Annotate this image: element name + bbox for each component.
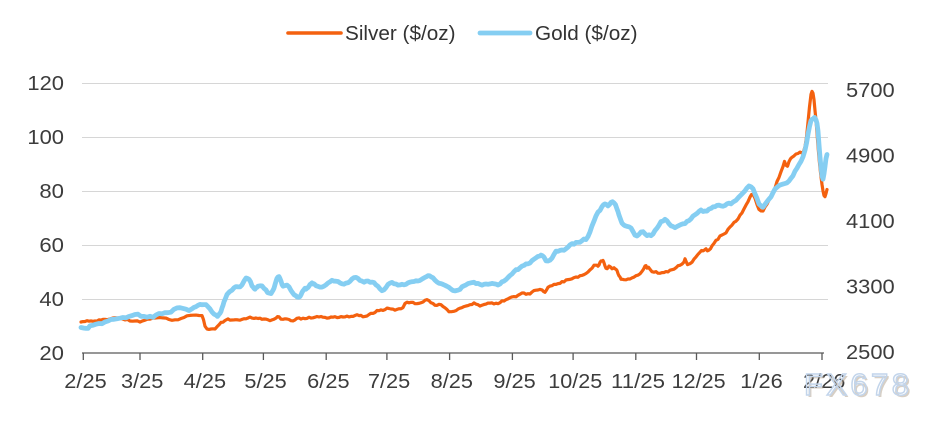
svg-text:120: 120: [27, 73, 64, 95]
svg-text:4100: 4100: [846, 211, 895, 233]
svg-text:5700: 5700: [846, 80, 895, 102]
svg-text:12/25: 12/25: [672, 371, 726, 393]
svg-text:2/26: 2/26: [803, 371, 845, 393]
svg-text:60: 60: [39, 235, 64, 257]
svg-text:3300: 3300: [846, 276, 895, 298]
svg-text:FX678: FX678: [806, 369, 914, 404]
svg-text:7/25: 7/25: [368, 371, 410, 393]
svg-text:Silver ($/oz): Silver ($/oz): [345, 23, 456, 45]
svg-text:40: 40: [39, 289, 64, 311]
svg-text:4/25: 4/25: [184, 371, 226, 393]
svg-text:2500: 2500: [846, 342, 895, 364]
svg-text:5/25: 5/25: [244, 371, 286, 393]
svg-text:11/25: 11/25: [611, 371, 665, 393]
svg-text:1/26: 1/26: [740, 371, 782, 393]
svg-text:3/25: 3/25: [121, 371, 163, 393]
svg-text:6/25: 6/25: [307, 371, 349, 393]
svg-text:10/25: 10/25: [548, 371, 602, 393]
svg-text:9/25: 9/25: [493, 371, 535, 393]
svg-text:20: 20: [39, 343, 64, 365]
svg-text:Gold ($/oz): Gold ($/oz): [535, 23, 638, 45]
svg-text:80: 80: [39, 181, 64, 203]
svg-text:FX678: FX678: [804, 367, 912, 402]
svg-text:8/25: 8/25: [431, 371, 473, 393]
svg-text:2/25: 2/25: [64, 371, 106, 393]
svg-text:100: 100: [27, 127, 64, 149]
svg-text:4900: 4900: [846, 146, 895, 168]
